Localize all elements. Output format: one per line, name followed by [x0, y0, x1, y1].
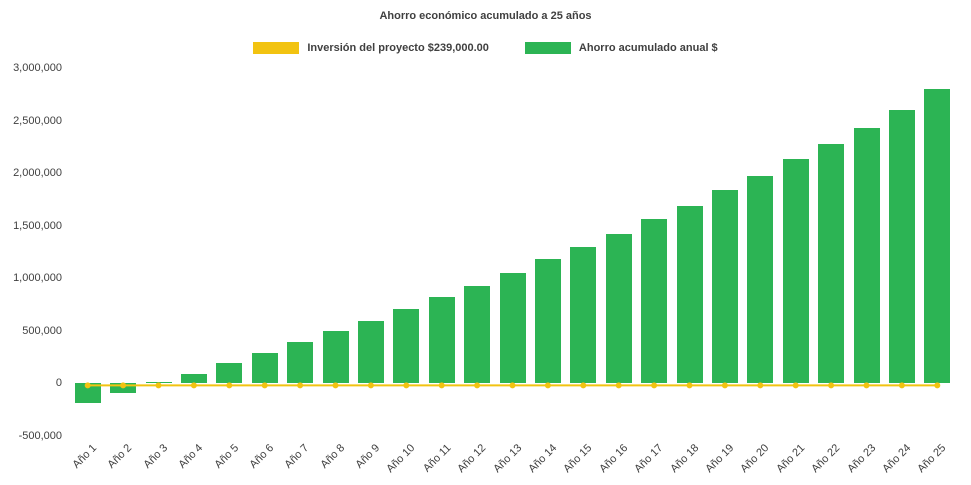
x-tick-label-año-16: Año 16: [597, 442, 631, 476]
line-marker-icon: [757, 382, 764, 389]
bar-año-19: [711, 190, 738, 384]
y-tick-label: 500,000: [22, 324, 62, 337]
line-marker-icon: [934, 382, 941, 389]
investment-swatch-icon: [253, 42, 300, 54]
line-marker-icon: [509, 382, 516, 389]
line-marker-icon: [474, 382, 481, 389]
x-tick-label-año-8: Año 8: [318, 442, 347, 471]
line-marker-icon: [863, 382, 870, 389]
bar-año-5: [216, 363, 243, 384]
line-marker-icon: [403, 382, 410, 389]
line-marker-icon: [226, 382, 233, 389]
x-tick-label-año-15: Año 15: [561, 442, 595, 476]
bar-año-21: [782, 159, 809, 384]
line-marker-icon: [721, 382, 728, 389]
savings-swatch-icon: [524, 42, 571, 54]
bar-año-17: [641, 219, 668, 384]
x-tick-label-año-20: Año 20: [738, 442, 772, 476]
legend-label-savings: Ahorro acumulado anual $: [578, 42, 718, 54]
bar-año-22: [818, 143, 845, 384]
line-marker-icon: [438, 382, 445, 389]
y-tick-label: -500,000: [18, 430, 62, 442]
line-marker-icon: [332, 382, 339, 389]
y-tick-label: 1,000,000: [13, 272, 62, 285]
x-tick-label-año-14: Año 14: [526, 442, 560, 476]
y-tick-label: 2,500,000: [13, 114, 62, 127]
line-marker-icon: [792, 382, 799, 389]
line-marker-icon: [190, 382, 197, 389]
x-tick-label-año-22: Año 22: [809, 442, 843, 476]
line-marker-icon: [367, 382, 374, 389]
investment-line: [84, 382, 941, 389]
bar-año-1: [74, 383, 101, 404]
x-tick-label-año-5: Año 5: [211, 442, 241, 471]
bar-año-7: [287, 342, 314, 384]
x-tick-label-año-4: Año 4: [176, 442, 206, 471]
line-marker-icon: [898, 382, 905, 389]
x-tick-label-año-2: Año 2: [105, 442, 135, 471]
bar-año-14: [534, 259, 561, 384]
bar-año-8: [322, 331, 349, 384]
y-tick-label: 0: [55, 377, 62, 390]
legend-item-savings: Ahorro acumulado anual $: [524, 42, 718, 54]
bar-año-23: [853, 127, 880, 384]
chart-legend: Inversión del proyecto $239,000.00 Ahorr…: [0, 42, 971, 54]
x-tick-label-año-17: Año 17: [632, 442, 666, 476]
y-tick-label: 2,000,000: [13, 167, 62, 180]
bar-año-25: [924, 89, 951, 384]
line-marker-icon: [615, 382, 622, 389]
line-marker-icon: [651, 382, 658, 389]
legend-label-investment: Inversión del proyecto $239,000.00: [307, 42, 489, 54]
x-tick-label-año-13: Año 13: [490, 442, 524, 476]
x-tick-label-año-3: Año 3: [141, 442, 170, 471]
bar-año-10: [393, 309, 420, 384]
x-tick-label-año-25: Año 25: [915, 442, 949, 476]
bar-año-12: [464, 285, 491, 384]
bar-año-9: [357, 320, 384, 384]
line-marker-icon: [297, 382, 304, 389]
line-marker-icon: [120, 382, 127, 389]
bar-año-4: [180, 373, 207, 384]
x-tick-label-año-19: Año 19: [703, 442, 737, 476]
line-marker-icon: [686, 382, 693, 389]
x-tick-label-año-9: Año 9: [353, 442, 383, 471]
x-tick-label-año-24: Año 24: [880, 442, 914, 476]
bar-año-13: [499, 272, 526, 384]
line-marker-icon: [84, 382, 91, 389]
bar-año-24: [888, 109, 915, 384]
bar-año-6: [251, 353, 278, 384]
bar-año-11: [428, 296, 455, 384]
x-tick-label-año-23: Año 23: [844, 442, 878, 476]
line-marker-icon: [155, 382, 162, 389]
line-marker-icon: [580, 382, 587, 389]
x-tick-label-año-7: Año 7: [282, 442, 312, 471]
x-tick-label-año-1: Año 1: [70, 442, 100, 471]
x-tick-label-año-12: Año 12: [455, 442, 489, 476]
bar-año-15: [570, 246, 597, 384]
bar-año-18: [676, 205, 703, 384]
legend-item-investment: Inversión del proyecto $239,000.00: [253, 42, 489, 54]
plot-area: [70, 68, 955, 436]
chart-title: Ahorro económico acumulado a 25 años: [379, 10, 592, 22]
y-tick-label: 1,500,000: [13, 219, 62, 232]
x-tick-label-año-10: Año 10: [384, 442, 418, 476]
x-tick-label-año-11: Año 11: [420, 442, 454, 475]
x-tick-label-año-21: Año 21: [774, 442, 808, 476]
x-tick-label-año-6: Año 6: [247, 442, 277, 471]
bar-año-20: [747, 175, 774, 384]
bar-año-16: [605, 233, 632, 384]
line-marker-icon: [544, 382, 551, 389]
y-tick-label: 3,000,000: [13, 62, 62, 74]
line-marker-icon: [261, 382, 268, 389]
line-marker-icon: [828, 382, 835, 389]
x-tick-label-año-18: Año 18: [667, 442, 701, 476]
